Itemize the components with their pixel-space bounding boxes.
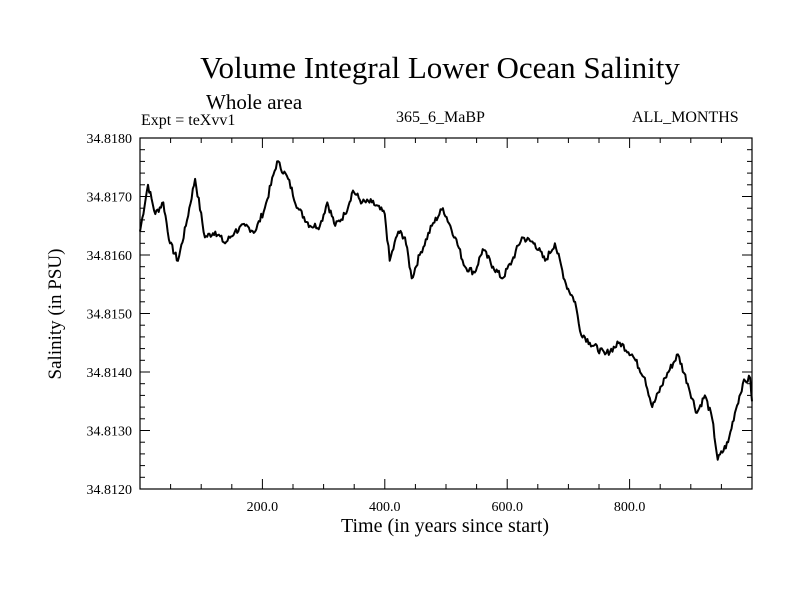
salinity-series-line (139, 160, 753, 461)
plot-frame (139, 137, 753, 490)
x-tick-label: 200.0 (247, 500, 279, 515)
axis-ticks (140, 138, 752, 489)
tick-labels: 200.0 400.0 600.0 800.0 34.8120 34.8130 34.814… (87, 132, 646, 515)
y-tick-label: 34.8150 (87, 308, 133, 323)
x-axis-label: Time (in years since start) (340, 515, 550, 537)
chart-title: Volume Integral Lower Ocean Salinity (200, 50, 680, 85)
y-tick-label: 34.8170 (87, 191, 133, 206)
y-tick-label: 34.8180 (87, 132, 133, 147)
y-tick-label: 34.8130 (87, 425, 133, 440)
x-tick-label: 800.0 (614, 500, 646, 515)
months-label: ALL_MONTHS (632, 109, 739, 126)
x-tick-label: 400.0 (369, 500, 401, 515)
experiment-label: Expt = teXvv1 (141, 112, 236, 129)
x-tick-label: 600.0 (491, 500, 523, 515)
chart-subtitle: Whole area (206, 90, 303, 114)
case-label: 365_6_MaBP (396, 109, 485, 126)
y-tick-label: 34.8160 (87, 249, 133, 264)
y-tick-label: 34.8140 (87, 366, 133, 381)
y-tick-label: 34.8120 (87, 483, 133, 498)
